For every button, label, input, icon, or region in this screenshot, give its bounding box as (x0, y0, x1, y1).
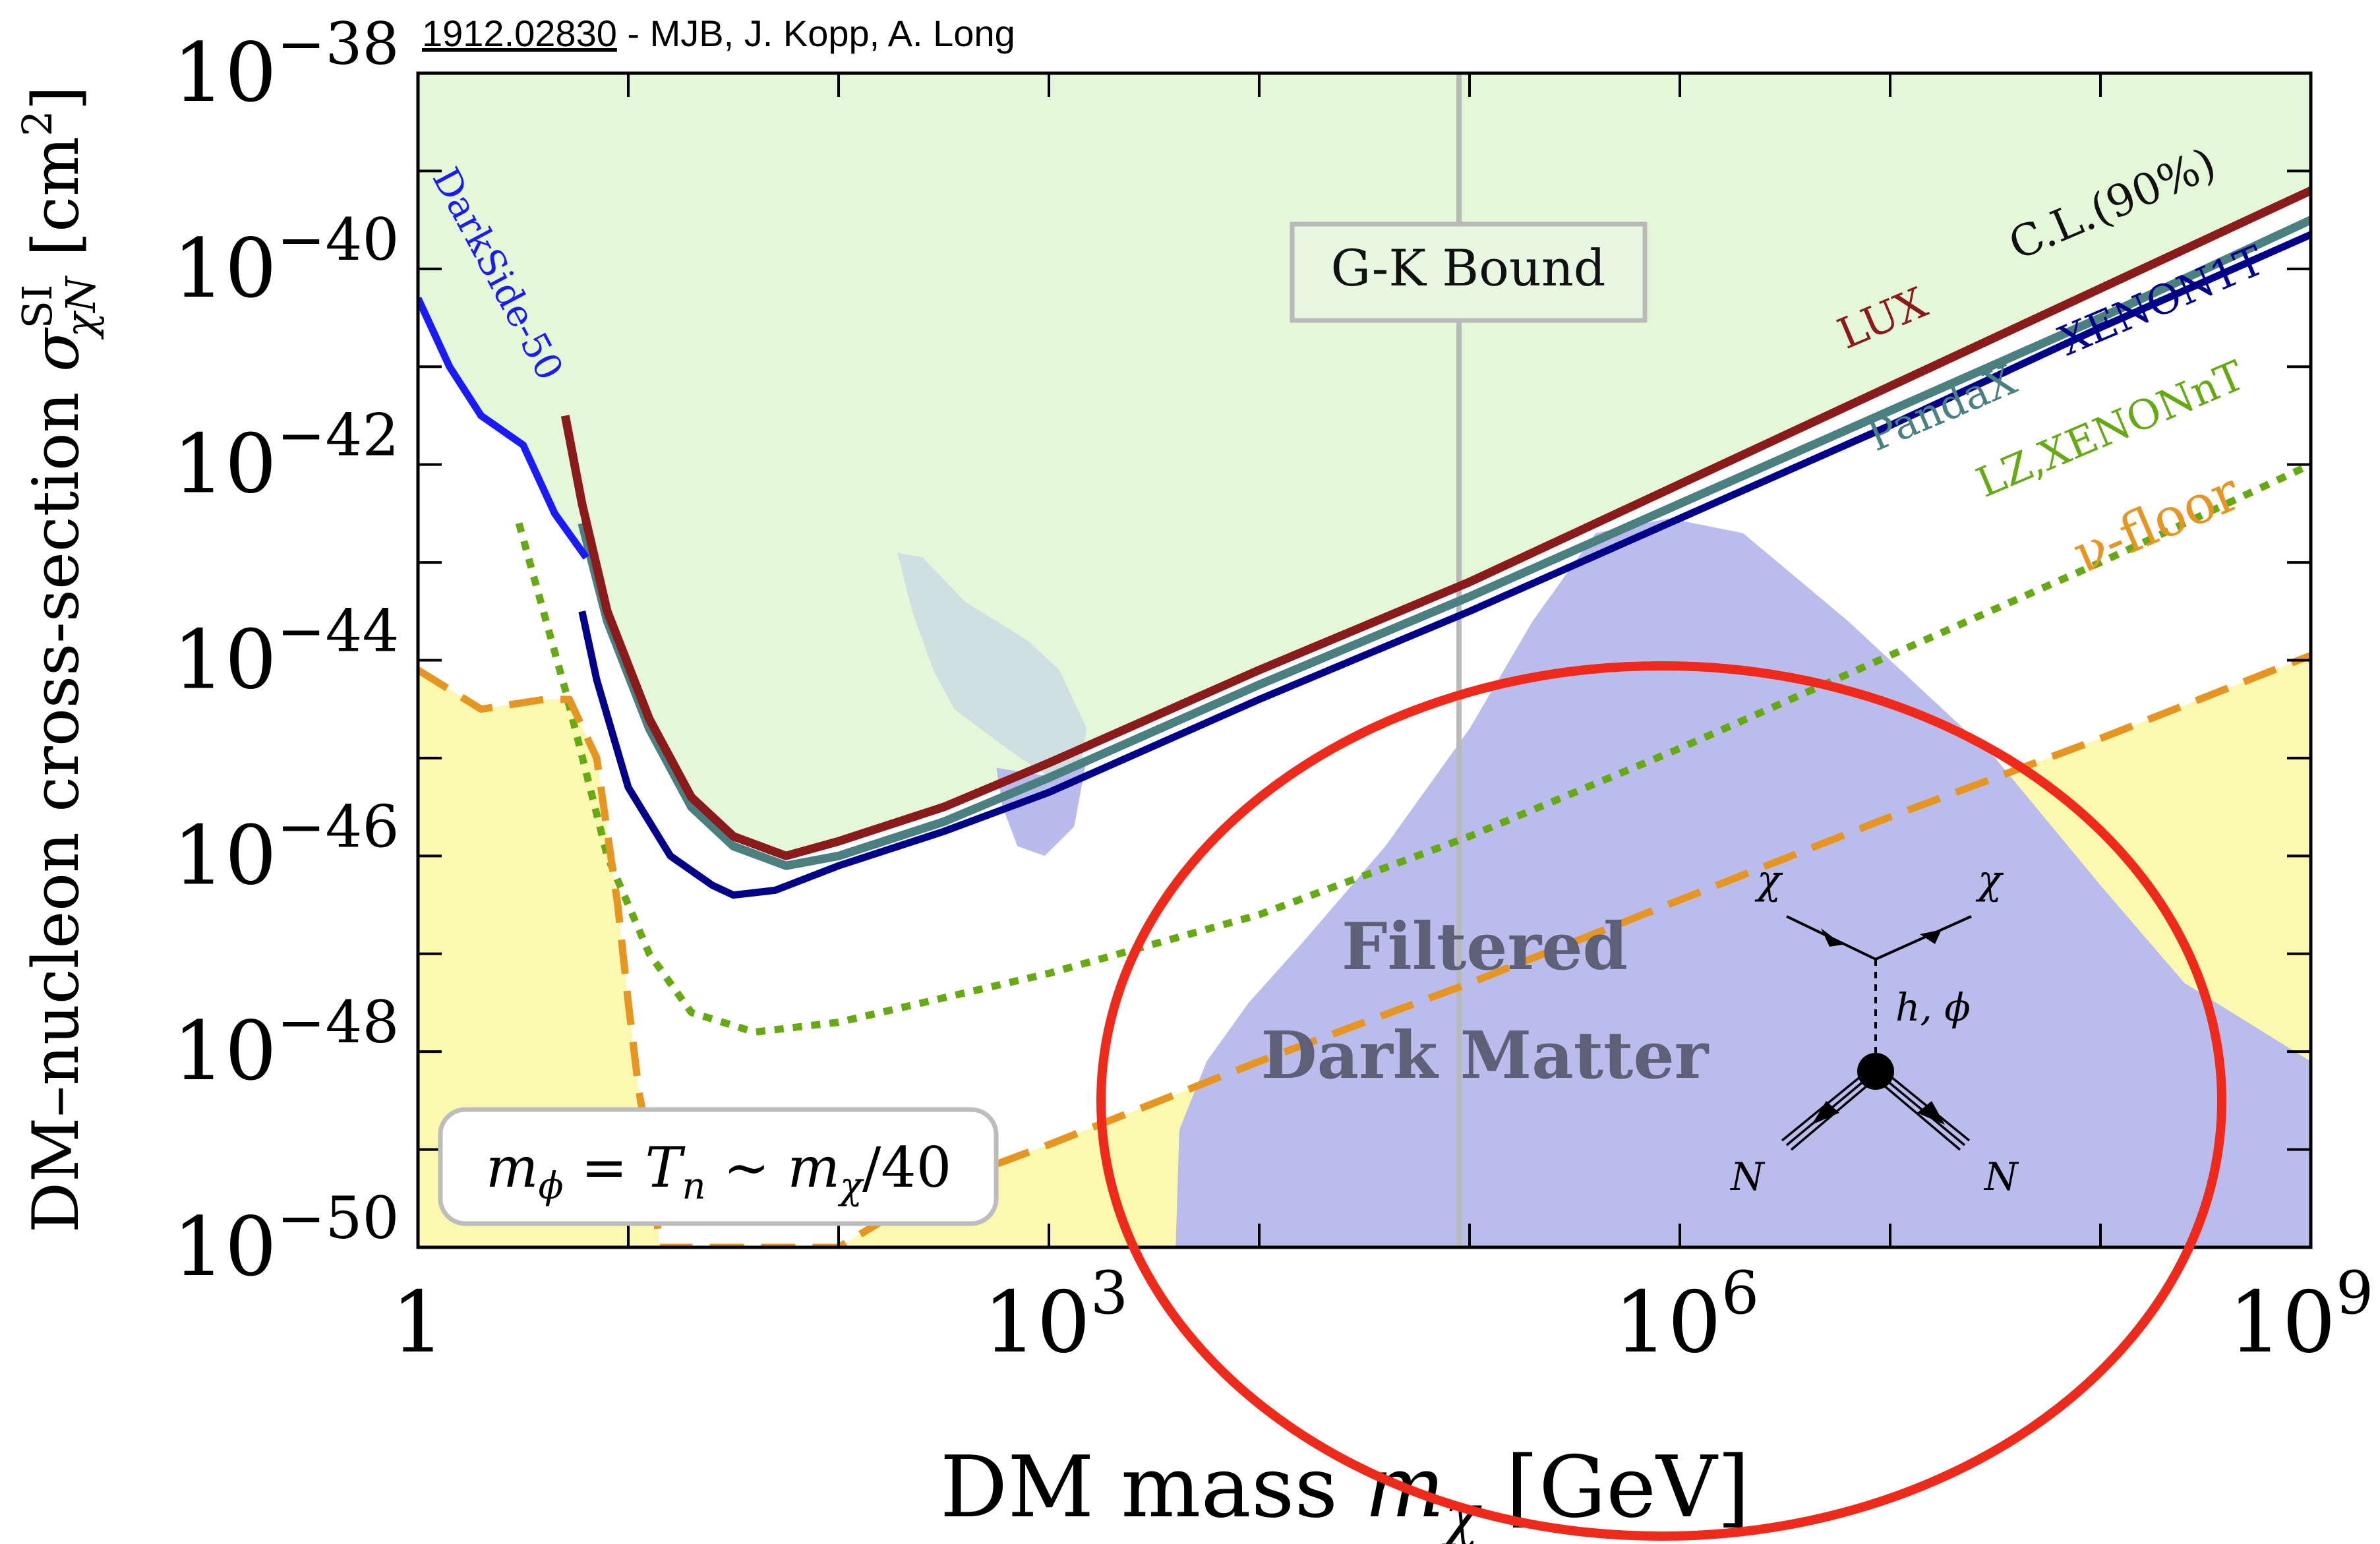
source-authors: - MJB, J. Kopp, A. Long (617, 13, 1015, 54)
mass-relation-text: mϕ = Tn ∼ mχ/40 (486, 1135, 951, 1208)
y-axis-label-unit: [cm (19, 136, 93, 277)
mass-relation-s1: ϕ (539, 1165, 564, 1208)
x-tick-label: 103 (983, 1259, 1128, 1372)
feyn-mediator-label: h, ϕ (1895, 985, 1971, 1030)
series-line-lux (560, 187, 2311, 860)
x-axis-label: DM mass mχ [GeV] (940, 1439, 1750, 1544)
x-tick-label: 109 (2228, 1259, 2373, 1372)
feyn-n-left-arrow (1812, 1101, 1839, 1125)
y-tick-label: 10−44 (173, 597, 400, 708)
y-axis-label-sub: χN (57, 275, 105, 340)
tick-labels-layer: 1 103 106 109 10−38 10−40 10−42 10−44 10−46 10−48… (173, 10, 2373, 1372)
y-tick-label: 10−48 (173, 988, 400, 1099)
series-layer (418, 187, 2311, 1247)
feyn-vertex-dot (1857, 1053, 1894, 1090)
feyn-n-right-arrow (1917, 1101, 1945, 1125)
mass-relation-box (438, 1107, 999, 1226)
gk-bound-label: G-K Bound (1331, 239, 1606, 297)
mass-relation-tail: /40 (862, 1135, 951, 1200)
feyn-chi-in-arrow (1821, 928, 1843, 947)
y-axis-label-sup: SI (13, 284, 61, 328)
feyn-chi-out-arrow (1920, 930, 1942, 944)
y-axis-label-unit-sup: 2 (13, 110, 61, 136)
gk-bound-box (1290, 222, 1648, 323)
x-tick-label: 1 (391, 1274, 444, 1372)
excluded-region (418, 73, 2311, 856)
ticks-layer (417, 72, 2312, 1249)
filtered-dm-label-line1: Filtered (1342, 909, 1628, 985)
series-line-pandax (578, 216, 2311, 870)
y-tick-label: 10−42 (173, 401, 400, 512)
y-tick-label: 10−40 (173, 206, 400, 316)
feyn-n-right-label: N (1983, 1154, 2019, 1199)
mass-relation-s2: n (682, 1165, 706, 1208)
series-line-lz-xenonnt (515, 461, 2311, 1036)
nu-floor-label: ν-floor (2064, 461, 2249, 585)
series-line-xenon1t (578, 231, 2311, 899)
mass-relation-s3: χ (837, 1165, 864, 1208)
y-axis-label-sym: σ (19, 327, 93, 372)
y-axis-label: DM–nucleon cross-section σSIχN [cm2] (13, 86, 105, 1233)
mass-relation-t: T (645, 1135, 686, 1200)
upper-blob-region (897, 552, 1087, 778)
mass-relation-m1: m (486, 1135, 539, 1200)
y-axis-label-main: DM–nucleon cross-section (19, 372, 93, 1233)
filtered-dm-label-line2: Dark Matter (1261, 1018, 1710, 1094)
x-tick-label: 106 (1614, 1259, 1759, 1372)
feynman-diagram (1781, 915, 1972, 1151)
mass-relation-m2: m (787, 1135, 840, 1200)
highlight-ellipse (1096, 661, 2226, 1541)
series-line-darkside-50 (418, 297, 589, 560)
mass-relation-sim: ∼ (706, 1135, 788, 1200)
source-arxiv-id: 1912.02830 (422, 13, 617, 54)
series-line--floor (418, 651, 2311, 1247)
feyn-n-left-label: N (1729, 1154, 1766, 1199)
feyn-chi-out-line (1875, 915, 1972, 961)
feyn-chi-right-label: χ (1975, 857, 2004, 903)
feyn-chi-left-label: χ (1754, 857, 1783, 903)
y-tick-label: 10−50 (173, 1184, 400, 1295)
mass-relation-mid: = (564, 1135, 645, 1200)
feyn-n-right-lines (1870, 1067, 1971, 1151)
x-axis-label-main: DM mass (940, 1439, 1365, 1537)
y-tick-label: 10−46 (173, 792, 400, 903)
y-axis-label-unit-end: ] (19, 86, 93, 110)
source-reference: 1912.02830 - MJB, J. Kopp, A. Long (422, 13, 1015, 54)
y-tick-label: 10−38 (173, 10, 400, 121)
